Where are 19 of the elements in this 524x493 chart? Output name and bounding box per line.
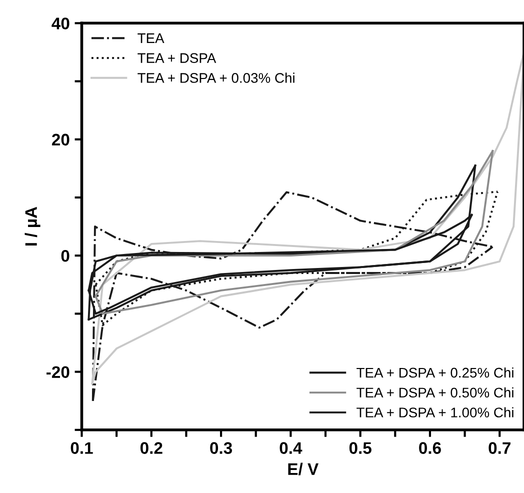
x-tick-label: 0.5 [349,442,372,454]
legend-label: TEA [138,33,164,43]
y-tick-label: -20 [46,366,70,378]
legend-label: TEA + DSPA + 1.00% Chi [356,407,514,418]
x-tick-label: 0.2 [140,442,162,454]
legend-label: TEA + DSPA + 0.03% Chi [138,72,294,83]
legend-label: TEA + DSPA [138,53,216,63]
y-tick-label: 40 [52,18,70,30]
x-tick-label: 0.4 [280,442,302,454]
x-tick-label: 0.3 [210,442,232,454]
x-tick-label: 0.1 [70,442,93,454]
y-tick-label: 20 [52,134,70,146]
x-tick-label: 0.7 [488,442,510,454]
y-tick-label: 0 [61,250,70,262]
x-axis-title: E/ V [288,462,319,476]
y-axis-title: I / µA [24,206,40,246]
x-tick-label: 0.6 [419,442,441,454]
legend-label: TEA + DSPA + 0.25% Chi [356,367,514,378]
legend-label: TEA + DSPA + 0.50% Chi [356,387,514,398]
